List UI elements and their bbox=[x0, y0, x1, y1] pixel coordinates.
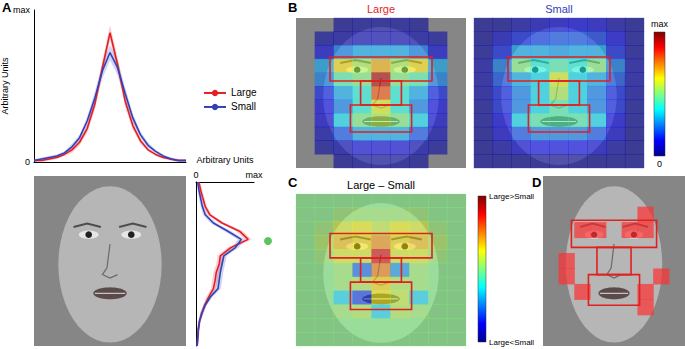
svg-text:Large: Large bbox=[231, 87, 257, 98]
svg-text:Arbitrary Units: Arbitrary Units bbox=[196, 155, 254, 165]
svg-text:Small: Small bbox=[545, 3, 573, 15]
svg-text:max: max bbox=[245, 170, 263, 180]
svg-text:max: max bbox=[651, 19, 669, 29]
svg-text:0: 0 bbox=[657, 159, 662, 169]
svg-text:B: B bbox=[288, 0, 297, 15]
svg-text:0: 0 bbox=[193, 170, 198, 180]
svg-text:A: A bbox=[2, 0, 12, 15]
svg-text:C: C bbox=[288, 175, 298, 190]
svg-text:Large: Large bbox=[367, 3, 395, 15]
svg-text:0: 0 bbox=[25, 157, 30, 167]
svg-text:Large – Small: Large – Small bbox=[347, 179, 415, 191]
svg-text:max: max bbox=[13, 5, 31, 15]
svg-text:Large<Small: Large<Small bbox=[489, 338, 534, 347]
svg-text:Large>Small: Large>Small bbox=[489, 192, 534, 201]
svg-text:Small: Small bbox=[231, 101, 256, 112]
svg-text:Arbitrary Units: Arbitrary Units bbox=[0, 57, 10, 115]
svg-text:D: D bbox=[532, 175, 541, 190]
